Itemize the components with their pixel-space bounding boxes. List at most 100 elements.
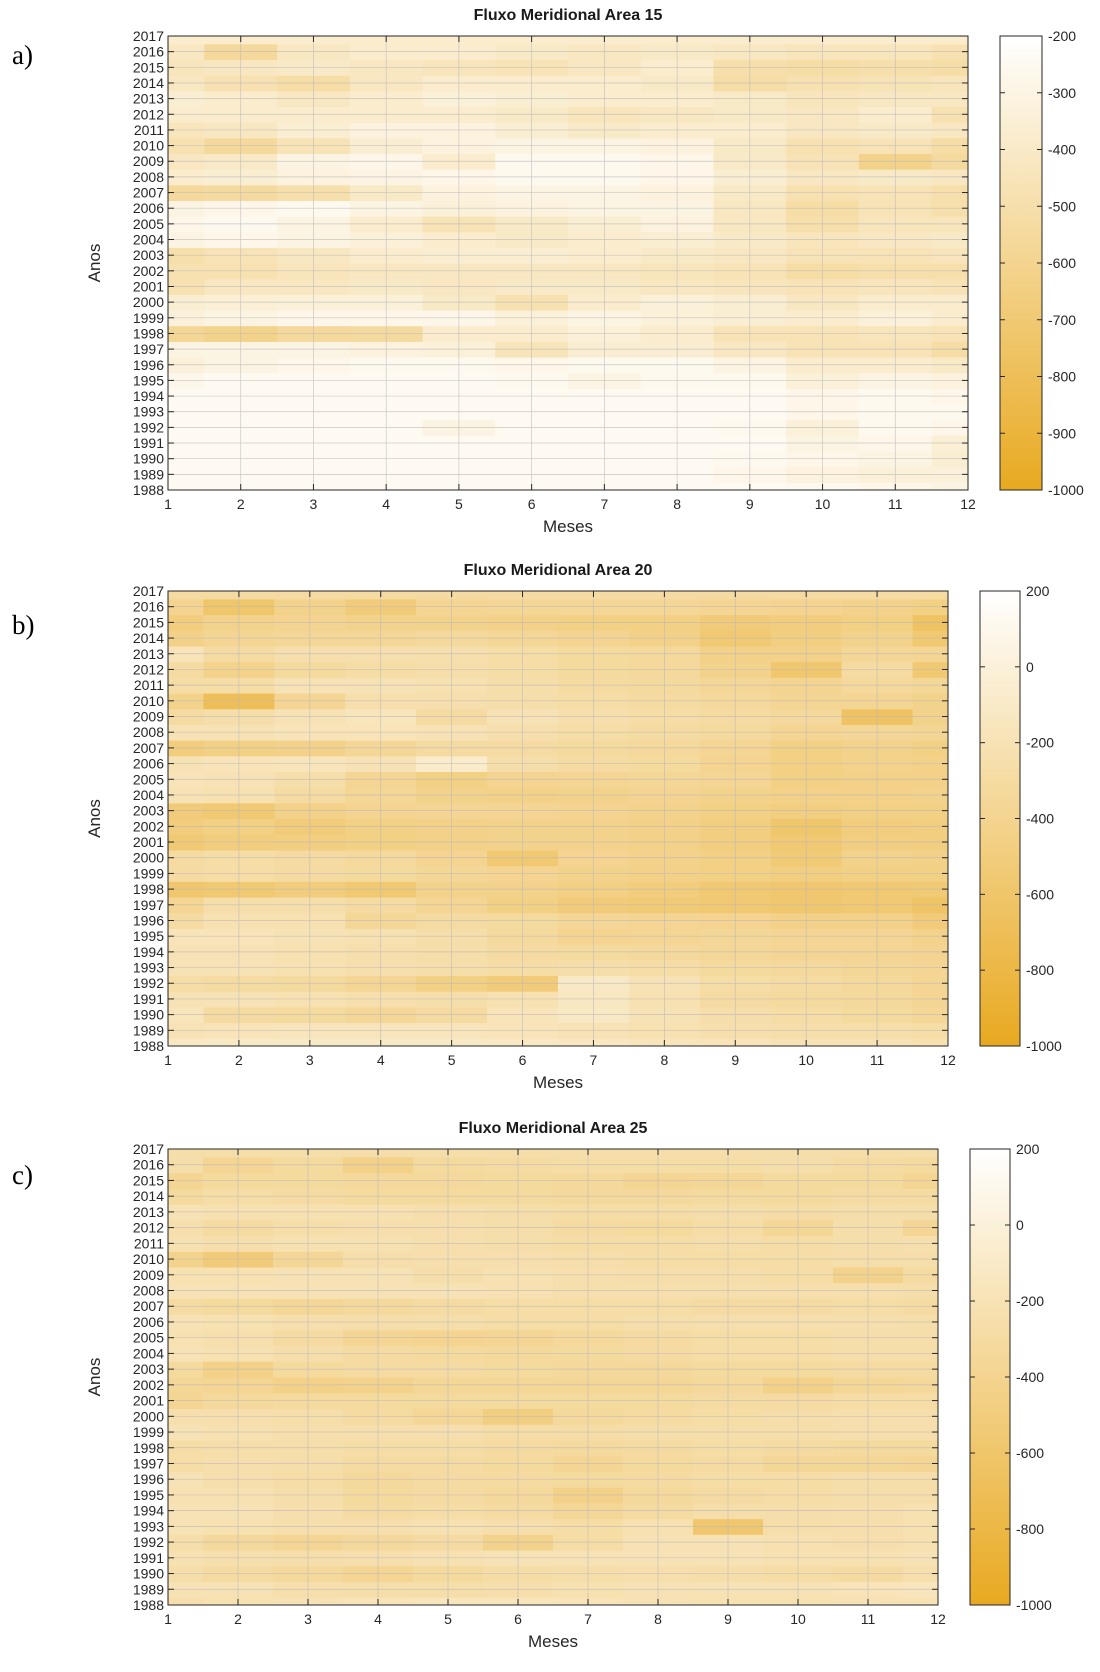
y-tick-label: 1988 — [133, 482, 164, 498]
y-tick-label: 2009 — [133, 153, 164, 169]
x-tick-label: 8 — [654, 1611, 662, 1627]
x-tick-label: 9 — [731, 1052, 739, 1068]
y-tick-label: 2000 — [133, 294, 164, 310]
y-tick-label: 2001 — [133, 834, 164, 850]
plot-frame — [167, 590, 949, 1047]
y-tick-label: 1998 — [133, 325, 164, 341]
y-tick-label: 1995 — [133, 1487, 164, 1503]
colorbar-tick-label: -500 — [1048, 198, 1076, 214]
x-tick-label: 5 — [455, 496, 463, 512]
heatmap-chart-area-25: 1 2 3 4 5 6 7 8 9 10 11 121988198919901991199219931… — [85, 1120, 1052, 1651]
y-tick-label: 2001 — [133, 278, 164, 294]
heatmap-cell — [168, 36, 205, 45]
colorbar — [969, 1148, 1011, 1606]
y-tick-label: 2008 — [133, 724, 164, 740]
colorbar-tick-label: -600 — [1048, 255, 1076, 271]
tick-marks — [167, 35, 969, 491]
y-axis-label: Anos — [85, 1358, 104, 1397]
x-tick-label: 2 — [234, 1611, 242, 1627]
heatmap-chart-area-15: 1 2 3 4 5 6 7 8 9 10 11 121988198919901991199219931… — [85, 7, 1084, 536]
y-tick-label: 2013 — [133, 91, 164, 107]
colorbar-tick-label: 200 — [1016, 1141, 1040, 1157]
x-tick-label: 7 — [600, 496, 608, 512]
y-tick-label: 2007 — [133, 740, 164, 756]
y-tick-label: 1988 — [133, 1597, 164, 1613]
colorbar-tick-label: -1000 — [1016, 1597, 1052, 1613]
y-tick-label: 2014 — [133, 75, 164, 91]
y-tick-label: 2005 — [133, 216, 164, 232]
y-tick-label: 1992 — [133, 419, 164, 435]
colorbar — [999, 35, 1043, 491]
panel-letter-a: a) — [12, 40, 33, 70]
y-tick-label: 2017 — [133, 1141, 164, 1157]
colorbar-tick-label: -1000 — [1048, 482, 1084, 498]
y-tick-label: 1991 — [133, 435, 164, 451]
y-tick-label: 1996 — [133, 357, 164, 373]
x-tick-label: 4 — [374, 1611, 382, 1627]
heatmap-chart-area-20: 1 2 3 4 5 6 7 8 9 10 11 121988198919901991199219931… — [85, 562, 1062, 1092]
y-tick-label: 1994 — [133, 388, 164, 404]
colorbar-tick-label: -900 — [1048, 425, 1076, 441]
y-tick-label: 2003 — [133, 1361, 164, 1377]
colorbar-tick-label: -300 — [1048, 85, 1076, 101]
colorbar-tick-label: -200 — [1048, 28, 1076, 44]
colorbar-tick-label: -800 — [1026, 962, 1054, 978]
heatmap-cell — [168, 482, 205, 490]
y-tick-label: 2010 — [133, 693, 164, 709]
colorbar-tick-label: -600 — [1016, 1445, 1044, 1461]
y-tick-label: 2002 — [133, 263, 164, 279]
y-tick-label: 2016 — [133, 1157, 164, 1173]
x-tick-label: 9 — [746, 496, 754, 512]
y-tick-label: 2009 — [133, 1267, 164, 1283]
y-tick-label: 2006 — [133, 756, 164, 772]
y-tick-label: 1999 — [133, 865, 164, 881]
tick-marks — [167, 590, 949, 1047]
y-tick-label: 2001 — [133, 1393, 164, 1409]
x-tick-label: 7 — [584, 1611, 592, 1627]
y-tick-label: 2006 — [133, 200, 164, 216]
y-tick-label: 2014 — [133, 1188, 164, 1204]
y-tick-label: 1993 — [133, 404, 164, 420]
colorbar-tick-label: -1000 — [1026, 1038, 1062, 1054]
y-tick-label: 1998 — [133, 881, 164, 897]
chart-title: Fluxo Meridional Area 20 — [464, 562, 653, 579]
panel-b: b) 1 2 3 4 5 6 7 8 9 10 11 12 1988 1989 1990 1991 1992 19… — [0, 558, 1100, 1113]
y-tick-label: 2010 — [133, 138, 164, 154]
y-tick-label: 2016 — [133, 599, 164, 615]
heatmap-cell — [903, 1597, 938, 1605]
y-tick-label: 1989 — [133, 1581, 164, 1597]
tick-marks — [167, 1148, 939, 1606]
y-tick-label: 2000 — [133, 1408, 164, 1424]
y-tick-label: 1992 — [133, 1534, 164, 1550]
y-tick-label: 1996 — [133, 1471, 164, 1487]
colorbar-tick-label: 0 — [1016, 1217, 1024, 1233]
colorbar-tick-label: -600 — [1026, 886, 1054, 902]
y-axis-label: Anos — [85, 244, 104, 283]
colorbar-tick-label: -200 — [1016, 1293, 1044, 1309]
heatmap-cell — [912, 591, 948, 600]
grid-lines — [167, 1148, 939, 1606]
y-tick-label: 2011 — [134, 677, 164, 693]
heatmap-cell — [168, 1597, 204, 1605]
y-tick-label: 2003 — [133, 803, 164, 819]
x-tick-label: 12 — [960, 496, 976, 512]
x-tick-label: 8 — [673, 496, 681, 512]
y-tick-label: 1997 — [133, 897, 164, 913]
x-tick-label: 4 — [377, 1052, 385, 1068]
colorbar — [979, 590, 1021, 1047]
y-tick-label: 2015 — [133, 59, 164, 75]
x-tick-label: 11 — [870, 1052, 885, 1068]
x-tick-label: 5 — [448, 1052, 456, 1068]
y-tick-label: 2007 — [133, 185, 164, 201]
y-tick-label: 2006 — [133, 1314, 164, 1330]
y-tick-label: 1994 — [133, 944, 164, 960]
y-tick-label: 2002 — [133, 818, 164, 834]
x-tick-label: 2 — [235, 1052, 243, 1068]
x-tick-label: 1 — [164, 496, 172, 512]
y-tick-label: 2004 — [133, 232, 164, 248]
y-tick-label: 1989 — [133, 466, 164, 482]
y-tick-label: 2013 — [133, 1204, 164, 1220]
y-tick-label: 1998 — [133, 1440, 164, 1456]
y-tick-label: 2004 — [133, 787, 164, 803]
colorbar-tick-label: 200 — [1026, 583, 1050, 599]
